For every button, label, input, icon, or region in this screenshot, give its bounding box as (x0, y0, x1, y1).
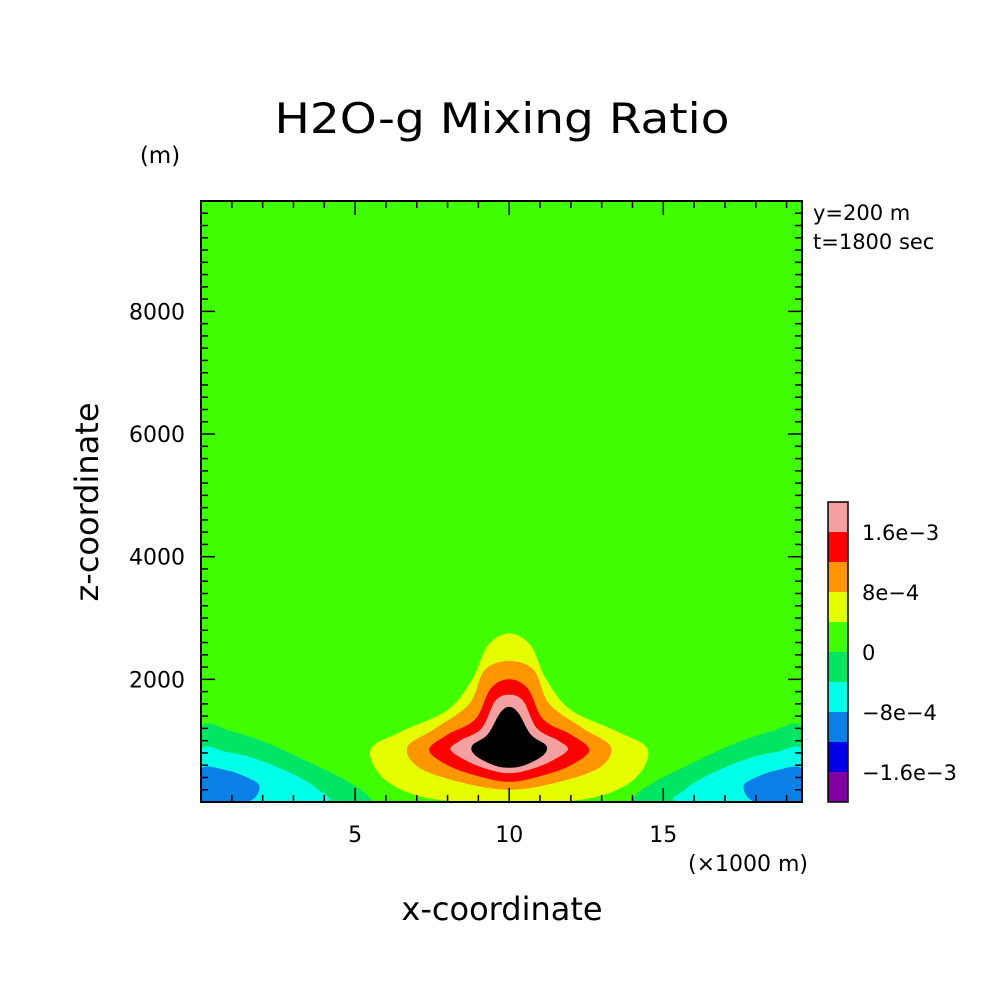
colorbar-tick-label: −1.6e−3 (862, 761, 957, 785)
colorbar-tick-label: 1.6e−3 (862, 521, 939, 545)
colorbar-swatch (828, 592, 848, 622)
colorbar: 1.6e−3 8e−4 0 −8e−4 −1.6e−3 (827, 501, 957, 803)
x-axis-label: x-coordinate (401, 890, 602, 928)
contour-region (332, 201, 677, 441)
colorbar-tick-label: 0 (862, 641, 875, 665)
y-tick-label: 4000 (129, 546, 185, 571)
colorbar-tick-label: −8e−4 (862, 701, 937, 725)
colorbar-swatch (828, 772, 848, 802)
colorbar-swatch (828, 562, 848, 592)
y-tick-label: 6000 (129, 423, 185, 448)
colorbar-tick-label: 8e−4 (862, 581, 919, 605)
contour-region (201, 766, 260, 802)
colorbar-swatch (828, 652, 848, 682)
y-tick-label: 2000 (129, 668, 185, 693)
contour-region (650, 421, 802, 614)
contour-region (743, 766, 802, 802)
annotation-time: t=1800 sec (813, 230, 934, 254)
tick-layer: 5 10 15 2000 4000 6000 8000 (129, 201, 802, 848)
contour-region (201, 421, 356, 614)
x-tick-label: 10 (495, 823, 523, 848)
colorbar-frame (827, 501, 849, 803)
x-tick-label: 5 (348, 823, 362, 848)
colorbar-swatch (828, 712, 848, 742)
contour-layer (201, 201, 802, 802)
chart-title: H2O-g Mixing Ratio (275, 94, 730, 143)
contour-region (471, 706, 548, 768)
y-axis-label: z-coordinate (68, 402, 106, 601)
colorbar-swatch (828, 532, 848, 562)
x-tick-label: 15 (649, 823, 677, 848)
x-units-label: (×1000 m) (688, 852, 808, 877)
colorbar-swatch (828, 682, 848, 712)
plot-frame (200, 200, 803, 803)
y-units-label: (m) (140, 143, 180, 169)
colorbar-swatch (828, 622, 848, 652)
plot-area: 5 10 15 2000 4000 6000 8000 (129, 200, 803, 848)
y-tick-label: 8000 (129, 300, 185, 325)
colorbar-swatch (828, 502, 848, 532)
colorbar-swatch (828, 742, 848, 772)
annotation-y-position: y=200 m (813, 201, 910, 225)
